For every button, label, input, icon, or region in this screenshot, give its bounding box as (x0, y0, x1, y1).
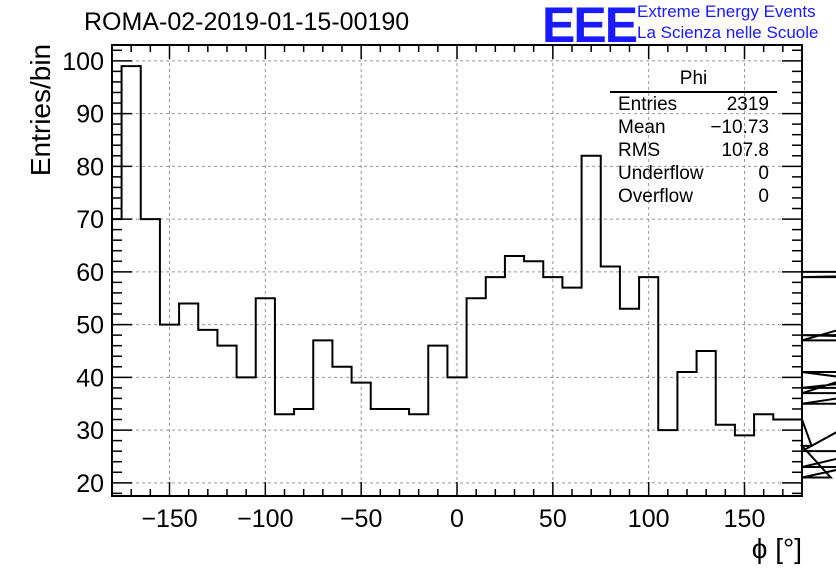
x-tick-label: 50 (539, 505, 567, 533)
stats-value: 2319 (726, 94, 769, 115)
stats-label: Mean (618, 117, 666, 138)
y-tick-label: 80 (76, 153, 104, 181)
y-tick-label: 20 (76, 470, 104, 498)
y-tick-label: 40 (76, 364, 104, 392)
y-tick-label: 90 (76, 101, 104, 129)
stats-value: 0 (758, 186, 769, 207)
x-tick-label: −150 (141, 505, 197, 533)
stats-value: 107.8 (721, 140, 769, 161)
x-tick-label: 100 (628, 505, 670, 533)
y-tick-label: 50 (76, 312, 104, 340)
grid-lines (112, 45, 802, 496)
stats-value: −10.73 (710, 117, 769, 138)
x-tick-labels: −150 −100 −50 0 50 100 150 (141, 505, 765, 533)
x-tick-label: −100 (237, 505, 293, 533)
y-tick-label: 70 (76, 206, 104, 234)
y-tick-label: 30 (76, 417, 104, 445)
stats-row-underflow: Underflow 0 (610, 162, 777, 185)
x-tick-label: −50 (340, 505, 382, 533)
y-tick-label: 60 (76, 259, 104, 287)
x-axis-label: ϕ [°] (751, 533, 802, 564)
stats-label: Entries (618, 94, 678, 115)
y-axis-label: Entries/bin (25, 43, 56, 177)
stats-box: Phi Entries 2319 Mean −10.73 RMS 107.8 U… (610, 68, 777, 208)
eee-logo: EEE (542, 0, 638, 53)
x-tick-label: 150 (724, 505, 766, 533)
stats-value: 0 (758, 163, 769, 184)
histogram-line (112, 65, 836, 479)
stats-row-overflow: Overflow 0 (610, 185, 777, 208)
y-tick-labels: 20 30 40 50 60 70 80 90 100 (62, 48, 104, 498)
stats-row-entries: Entries 2319 (610, 93, 777, 116)
stats-label: Underflow (618, 163, 704, 184)
stats-label: Overflow (618, 186, 693, 207)
stats-label: RMS (618, 140, 661, 161)
stats-row-rms: RMS 107.8 (610, 139, 777, 162)
x-tick-label: 0 (450, 505, 464, 533)
chart-title: ROMA-02-2019-01-15-00190 (84, 8, 410, 36)
stats-row-mean: Mean −10.73 (610, 116, 777, 139)
brand-line-2: La Scienza nelle Scuole (637, 23, 819, 42)
brand-line-1: Extreme Energy Events (637, 2, 816, 21)
y-tick-label: 100 (62, 48, 104, 76)
stats-title: Phi (610, 68, 777, 93)
axis-ticks (112, 45, 802, 496)
